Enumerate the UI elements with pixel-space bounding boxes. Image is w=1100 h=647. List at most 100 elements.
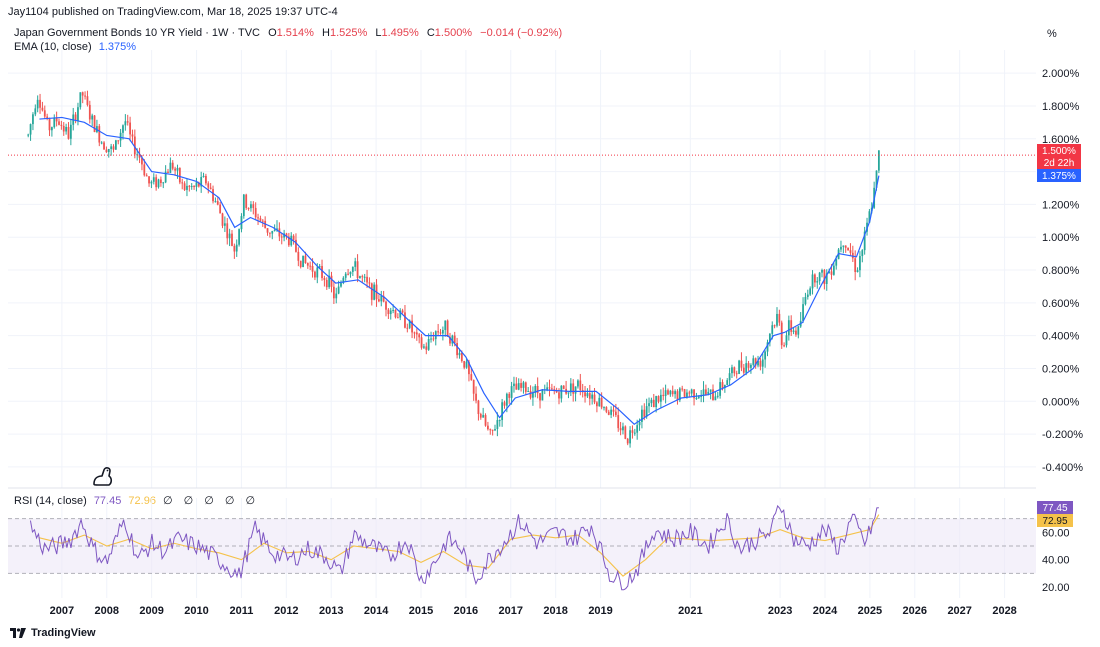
candle-body-243 <box>603 407 605 409</box>
candle-body-277 <box>683 389 686 397</box>
candle-body-283 <box>697 396 700 398</box>
time-axis[interactable]: 2007 2008 2009 2010 2011 2012 2013 2014 2015 2016… <box>50 605 1017 617</box>
ema-label[interactable]: EMA (10, close) <box>14 41 92 53</box>
ema-badge <box>1037 169 1081 182</box>
rsi-ma-line <box>39 514 880 577</box>
time-tick-label-6: 2013 <box>319 605 343 617</box>
candle-body-237 <box>588 393 591 399</box>
candle-body-314 <box>771 325 774 334</box>
candle-body-155 <box>394 309 397 318</box>
candle-body-127 <box>328 275 331 288</box>
candle-body-224 <box>558 392 560 399</box>
candle-body-236 <box>586 393 589 397</box>
candle-body-82 <box>221 213 224 226</box>
footer-brand-text[interactable]: TradingView <box>31 627 96 639</box>
candle-body-184 <box>463 361 466 368</box>
candle-body-252 <box>624 426 627 439</box>
time-tick-label-19: 2028 <box>992 605 1016 617</box>
candle-body-204 <box>510 386 513 398</box>
candle-body-334 <box>818 272 821 282</box>
candle-body-268 <box>662 394 665 397</box>
candle-body-54 <box>155 177 158 188</box>
candle-body-209 <box>522 382 525 388</box>
candle-body-153 <box>389 310 392 315</box>
close-value: 1.500% <box>434 27 473 39</box>
candle-body-69 <box>190 186 193 188</box>
candle-body-21 <box>77 107 79 121</box>
candle-body-95 <box>252 204 255 208</box>
price-unit-label[interactable]: % <box>1047 28 1057 40</box>
candle-body-40 <box>122 125 124 133</box>
legend-rsi[interactable]: RSI (14, close) 77.45 72.96 ∅ ∅ ∅ ∅ ∅ <box>14 494 259 507</box>
candle-body-311 <box>764 351 767 360</box>
candle-body-94 <box>250 204 252 209</box>
candle-body-92 <box>245 194 248 208</box>
candle-body-294 <box>723 385 726 388</box>
candle-body-229 <box>569 383 572 393</box>
candle-body-77 <box>209 187 212 190</box>
candle-body-275 <box>678 388 681 401</box>
candle-body-27 <box>91 115 94 120</box>
candle-body-262 <box>648 403 650 407</box>
candle-body-8 <box>46 116 49 119</box>
candle-body-37 <box>114 140 117 150</box>
candle-body-288 <box>709 389 712 392</box>
candle-body-345 <box>844 245 847 248</box>
candle-body-124 <box>321 266 323 279</box>
candle-body-173 <box>437 331 440 333</box>
candle-body-48 <box>141 157 143 165</box>
time-tick-label-1: 2008 <box>95 605 119 617</box>
candle-body-144 <box>368 282 371 284</box>
candle-body-230 <box>572 383 575 394</box>
price-axis[interactable]: 2.000%1.800%1.600%1.400%1.200%1.000%0.80… <box>1042 68 1083 474</box>
candle-body-194 <box>487 425 489 430</box>
countdown-badge-text: 2d 22h <box>1044 158 1075 169</box>
candle-body-62 <box>174 168 177 171</box>
candle-body-86 <box>231 233 233 246</box>
candle-body-219 <box>546 387 549 390</box>
candle-body-136 <box>349 271 352 275</box>
candle-body-238 <box>591 394 594 399</box>
candle-body-257 <box>636 425 639 433</box>
candle-body-328 <box>804 297 807 305</box>
candle-body-261 <box>645 406 648 417</box>
candle-body-181 <box>456 343 458 356</box>
candle-body-260 <box>643 409 646 417</box>
candle-body-44 <box>131 134 134 137</box>
candle-body-269 <box>664 390 667 397</box>
rsi-axis[interactable]: 60.00 40.00 20.00 <box>1042 527 1070 594</box>
rsi-badge-text: 77.45 <box>1042 503 1067 514</box>
legend-ema[interactable]: EMA (10, close) 1.375% <box>14 41 136 53</box>
rsi-tick-label-1: 40.00 <box>1042 555 1070 567</box>
legend-main[interactable]: Japan Government Bonds 10 YR Yield · 1W … <box>14 27 562 39</box>
candle-body-118 <box>306 263 309 266</box>
candle-body-272 <box>671 390 674 395</box>
ema-value: 1.375% <box>98 41 137 53</box>
high-label: H <box>322 27 330 39</box>
candle-body-119 <box>309 265 312 267</box>
time-tick-label-18: 2027 <box>947 605 971 617</box>
candle-body-72 <box>197 182 200 187</box>
candle-body-180 <box>453 335 456 344</box>
candle-body-125 <box>323 278 326 281</box>
candle-body-22 <box>79 92 82 108</box>
candle-body-98 <box>259 218 262 221</box>
candle-body-140 <box>359 276 361 278</box>
candle-body-313 <box>768 333 771 343</box>
candle-body-344 <box>842 245 845 247</box>
candle-body-156 <box>396 317 399 319</box>
price-badge-text: 1.500% <box>1042 146 1076 157</box>
candle-body-355 <box>868 211 871 223</box>
rsi-label[interactable]: RSI (14, close) <box>14 495 87 507</box>
candle-body-274 <box>676 391 679 401</box>
candle-body-349 <box>854 258 857 273</box>
tradingview-logo-icon <box>10 628 26 638</box>
candle-body-102 <box>268 232 271 234</box>
candle-body-107 <box>280 236 283 238</box>
footer-brand[interactable]: TradingView <box>10 627 96 639</box>
symbol-title[interactable]: Japan Government Bonds 10 YR Yield · 1W … <box>14 27 260 39</box>
candle-body-57 <box>162 182 165 184</box>
candle-body-296 <box>728 373 731 381</box>
candle-body-23 <box>81 92 84 96</box>
